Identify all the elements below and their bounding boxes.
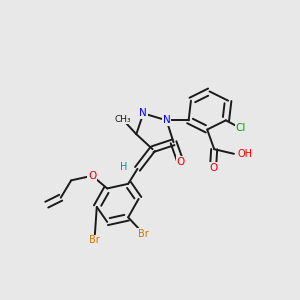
Text: Br: Br (138, 229, 149, 238)
Text: O: O (209, 163, 217, 173)
Text: N: N (163, 115, 170, 125)
Text: N: N (140, 108, 147, 118)
Text: CH₃: CH₃ (114, 115, 131, 124)
Text: Br: Br (89, 236, 100, 245)
Text: O: O (88, 171, 96, 181)
Text: Cl: Cl (236, 123, 246, 134)
Text: O: O (176, 157, 184, 167)
Text: OH: OH (238, 149, 253, 159)
Text: H: H (120, 161, 127, 172)
